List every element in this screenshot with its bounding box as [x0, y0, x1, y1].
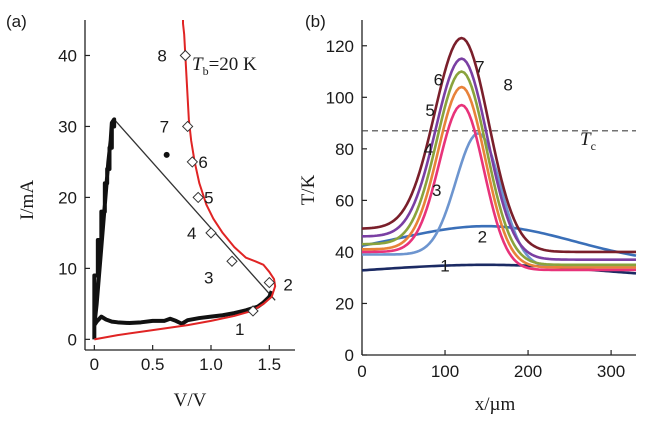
panel-b-x-tick-label: 300 — [597, 362, 625, 381]
panel-b-y-tick-label: 40 — [335, 243, 354, 262]
operating-point-label: 1 — [235, 320, 244, 339]
temperature-profile-curve — [361, 36, 636, 254]
panel-a-y-tick-label: 30 — [58, 117, 77, 136]
panel-a-ticks: 0 0.5 1.0 1.5 0 10 20 30 40 — [58, 46, 281, 374]
temperature-annotation-suffix: =20 K — [209, 54, 257, 75]
panel-b-x-tick-label: 100 — [431, 362, 459, 381]
operating-point-marker — [247, 305, 259, 317]
operating-point-marker — [192, 191, 204, 204]
panel-a-y-tick-label: 20 — [58, 188, 77, 207]
temperature-profile-curve — [361, 103, 636, 272]
load-line — [113, 118, 276, 301]
temperature-curve-label: 4 — [424, 140, 433, 159]
temperature-annotation: Tb=20 K — [192, 54, 257, 78]
critical-temperature-label-subscript: c — [591, 139, 596, 153]
temperature-curve-label: 1 — [440, 257, 449, 276]
panel-b-ticks: 0 100 200 300 0 20 40 60 80 100 120 — [326, 37, 626, 381]
operating-point-marker — [186, 156, 199, 168]
operating-point-label: 2 — [283, 276, 292, 295]
panel-b-y-label: T/K — [298, 174, 319, 205]
temperature-curve-label: 8 — [503, 75, 512, 94]
panel-a-x-tick-label: 0 — [90, 355, 99, 374]
panel-a-x-tick-label: 1.5 — [258, 355, 282, 374]
operating-point-label: 6 — [198, 153, 207, 172]
panel-b-y-tick-label: 100 — [326, 88, 354, 107]
panel-a-y-tick-label: 10 — [58, 259, 77, 278]
simulated-iv-curve — [94, 20, 277, 341]
panel-b-axes — [361, 20, 636, 356]
panel-a-series — [92, 20, 277, 341]
operating-point-marker — [179, 49, 192, 62]
operating-point-marker — [263, 276, 276, 289]
operating-point-label: 5 — [204, 188, 213, 207]
load-line-point — [163, 151, 170, 158]
panel-a-x-tick-label: 1.0 — [199, 355, 223, 374]
operating-point-label: 8 — [157, 46, 166, 65]
panel-a-y-tick-label: 40 — [58, 46, 77, 65]
temperature-curve-label: 3 — [432, 181, 441, 200]
panel-a-label: (a) — [6, 12, 27, 31]
temperature-curve-label: 6 — [434, 70, 443, 89]
operating-point-marker — [205, 227, 217, 239]
temperature-curve-label: 7 — [475, 57, 484, 76]
panel-b-label: (b) — [305, 12, 326, 31]
panel-b-y-tick-label: 80 — [335, 140, 354, 159]
panel-b-y-tick-label: 0 — [345, 346, 354, 365]
panel-b-y-tick-label: 120 — [326, 37, 354, 56]
panel-b-x-tick-label: 200 — [514, 362, 542, 381]
operating-point-label: 7 — [160, 117, 169, 136]
temperature-profile-curve — [361, 70, 636, 267]
panel-a-markers: 1 2 3 45 6 7 8 — [157, 46, 292, 338]
critical-temperature-label-prefix: T — [580, 129, 592, 150]
temperature-annotation-prefix: T — [192, 54, 204, 75]
panel-b-y-tick-label: 20 — [335, 294, 354, 313]
panel-a-axes — [84, 20, 295, 351]
operating-point-label: 3 — [204, 268, 213, 287]
temperature-profile-curve — [361, 57, 636, 261]
temperature-curve-label: 2 — [478, 227, 487, 246]
temperature-profile-curve — [361, 85, 636, 269]
panel-a-y-label: I/mA — [17, 180, 38, 220]
panel-a-x-tick-label: 0.5 — [141, 355, 165, 374]
panel-b-x-label: x/µm — [475, 394, 516, 415]
panel-a-x-label: V/V — [174, 390, 207, 411]
panel-a-y-tick-label: 0 — [68, 330, 77, 349]
temperature-curve-label: 5 — [425, 101, 434, 120]
operating-point-marker — [181, 120, 194, 133]
operating-point-label: 4 — [187, 224, 196, 243]
panel-b-y-tick-label: 60 — [335, 191, 354, 210]
panel-b-x-tick-label: 0 — [357, 362, 366, 381]
operating-point-marker — [226, 255, 238, 267]
temperature-annotation-subscript: b — [203, 64, 209, 78]
critical-temperature-label: Tc — [580, 129, 596, 153]
panel-b-series — [361, 36, 637, 275]
measured-iv-curve — [92, 117, 274, 340]
